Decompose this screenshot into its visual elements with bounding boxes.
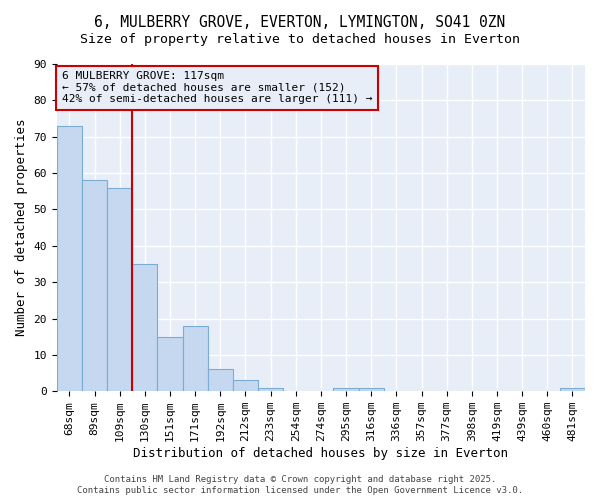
- Bar: [334, 388, 359, 391]
- Bar: [157, 336, 182, 391]
- Text: Contains public sector information licensed under the Open Government Licence v3: Contains public sector information licen…: [77, 486, 523, 495]
- Bar: [182, 326, 208, 391]
- Bar: [258, 388, 283, 391]
- Bar: [82, 180, 107, 391]
- Bar: [132, 264, 157, 391]
- Y-axis label: Number of detached properties: Number of detached properties: [15, 119, 28, 336]
- X-axis label: Distribution of detached houses by size in Everton: Distribution of detached houses by size …: [133, 447, 508, 460]
- Bar: [560, 388, 585, 391]
- Text: Size of property relative to detached houses in Everton: Size of property relative to detached ho…: [80, 32, 520, 46]
- Bar: [359, 388, 384, 391]
- Bar: [107, 188, 132, 391]
- Text: Contains HM Land Registry data © Crown copyright and database right 2025.: Contains HM Land Registry data © Crown c…: [104, 475, 496, 484]
- Text: 6, MULBERRY GROVE, EVERTON, LYMINGTON, SO41 0ZN: 6, MULBERRY GROVE, EVERTON, LYMINGTON, S…: [94, 15, 506, 30]
- Bar: [57, 126, 82, 391]
- Bar: [233, 380, 258, 391]
- Bar: [208, 370, 233, 391]
- Text: 6 MULBERRY GROVE: 117sqm
← 57% of detached houses are smaller (152)
42% of semi-: 6 MULBERRY GROVE: 117sqm ← 57% of detach…: [62, 72, 373, 104]
